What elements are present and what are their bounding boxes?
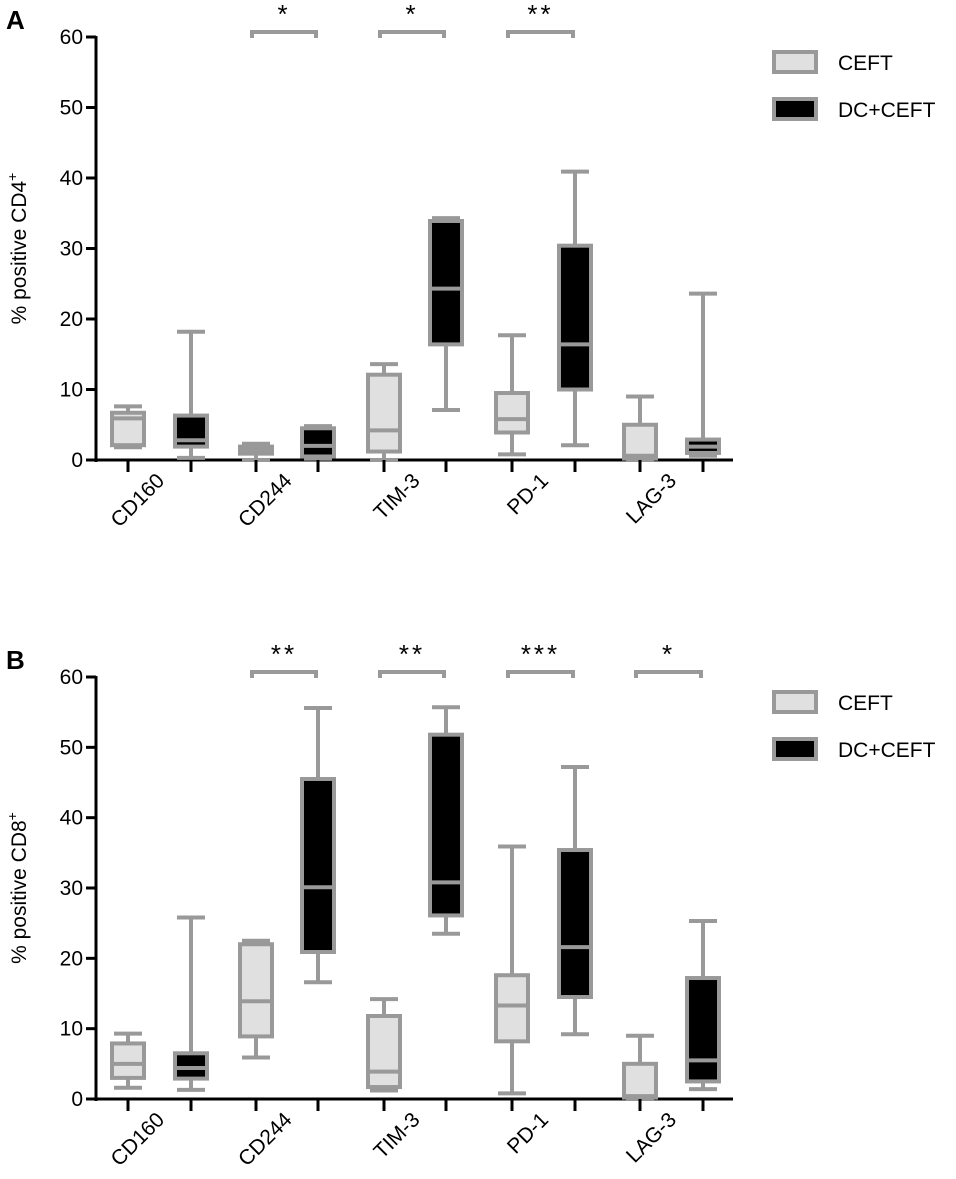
box-tim-3-ceft: [366, 362, 402, 462]
legend-label: CEFT: [838, 52, 893, 75]
legend-label: DC+CEFT: [838, 739, 936, 762]
x-tick-label: TIM-3: [370, 469, 425, 524]
box-iqr: [173, 1051, 209, 1081]
box-cd244-ceft: [238, 938, 274, 1060]
x-tick-label: TIM-3: [370, 1108, 425, 1163]
box-iqr: [622, 422, 658, 461]
box-lag-3-dc-ceft: [685, 919, 721, 1092]
box-lag-3-dc-ceft: [685, 291, 721, 458]
box-lag-3-ceft: [622, 394, 658, 462]
legend: CEFT DC+CEFT: [772, 690, 936, 762]
legend: CEFT DC+CEFT: [772, 50, 936, 122]
box-cd244-ceft: [238, 441, 274, 462]
box-cd244-dc-ceft: [300, 705, 336, 985]
significance-bracket: [250, 670, 318, 678]
y-tick-label: 40: [60, 167, 83, 190]
box-iqr: [300, 426, 336, 459]
y-tick-label: 20: [60, 947, 83, 970]
box-cd160-dc-ceft: [173, 329, 209, 460]
panel-label: B: [6, 645, 25, 675]
y-axis-label-superscript: +: [4, 173, 20, 181]
box-tim-3-dc-ceft: [428, 705, 464, 936]
box-tim-3-dc-ceft: [428, 216, 464, 412]
box-iqr: [366, 372, 402, 454]
legend-swatch-ceft: [772, 50, 818, 74]
box-pd-1-dc-ceft: [557, 765, 593, 1037]
significance-label: **: [271, 639, 297, 669]
box-iqr: [622, 1061, 658, 1100]
box-cd160-ceft: [110, 1031, 146, 1090]
y-tick-label: 30: [60, 877, 83, 900]
y-tick-label: 50: [60, 736, 83, 759]
box-iqr: [428, 732, 464, 918]
y-tick-label: 20: [60, 308, 83, 331]
x-tick-label: PD-1: [503, 469, 553, 519]
significance-bracket: [250, 30, 318, 38]
box-iqr: [685, 976, 721, 1084]
significance-bracket: [506, 30, 575, 38]
box-iqr: [494, 973, 530, 1044]
y-tick-label: 10: [60, 1018, 83, 1041]
y-axis-label: % positive CD8+: [4, 812, 31, 964]
x-tick-label: CD244: [234, 469, 297, 532]
panel-label: A: [6, 5, 25, 35]
box-iqr: [366, 1014, 402, 1090]
box-iqr: [300, 776, 336, 955]
y-tick-label: 10: [60, 379, 83, 402]
box-iqr: [428, 219, 464, 347]
y-tick-label: 0: [71, 1088, 83, 1111]
box-pd-1-ceft: [494, 333, 530, 457]
significance-label: *: [662, 639, 675, 669]
x-tick-label: PD-1: [503, 1108, 553, 1158]
significance-label: **: [527, 0, 553, 29]
y-axis-label: % positive CD4+: [4, 173, 31, 325]
box-cd244-dc-ceft: [300, 424, 336, 461]
y-tick-label: 40: [60, 807, 83, 830]
box-iqr: [110, 1041, 146, 1080]
y-axis-label-superscript: +: [4, 812, 20, 820]
legend-swatch-ceft: [772, 690, 818, 714]
x-tick-label: LAG-3: [622, 1108, 681, 1167]
box-cd160-dc-ceft: [173, 915, 209, 1092]
x-tick-label: CD244: [234, 1108, 297, 1171]
x-tick-label: CD160: [107, 1108, 169, 1170]
significance-label: *: [405, 0, 418, 29]
box-lag-3-ceft: [622, 1033, 658, 1101]
y-axis-label-text: % positive CD8: [8, 820, 31, 964]
legend-swatch-dc-ceft: [772, 97, 818, 121]
y-tick-label: 0: [71, 449, 83, 472]
y-tick-label: 30: [60, 238, 83, 261]
y-tick-label: 60: [60, 26, 83, 49]
box-cd160-ceft: [110, 404, 146, 450]
legend-swatch-dc-ceft: [772, 737, 818, 761]
box-iqr: [238, 942, 274, 1039]
significance-label: ***: [521, 639, 560, 669]
box-pd-1-ceft: [494, 844, 530, 1096]
significance-label: *: [277, 0, 290, 29]
box-iqr: [494, 391, 530, 435]
significance-bracket: [378, 30, 446, 38]
significance-bracket: [634, 670, 703, 678]
legend-label: CEFT: [838, 692, 893, 715]
legend-label: DC+CEFT: [838, 99, 936, 122]
x-tick-label: CD160: [107, 469, 169, 531]
y-tick-label: 50: [60, 97, 83, 120]
significance-label: **: [399, 639, 425, 669]
significance-bracket: [506, 670, 575, 678]
box-tim-3-ceft: [366, 997, 402, 1093]
box-pd-1-dc-ceft: [557, 169, 593, 448]
significance-bracket: [378, 670, 446, 678]
x-tick-label: LAG-3: [622, 469, 681, 528]
box-iqr: [557, 848, 593, 1000]
y-tick-label: 60: [60, 666, 83, 689]
y-axis-label-text: % positive CD4: [8, 180, 31, 324]
box-iqr: [557, 243, 593, 392]
